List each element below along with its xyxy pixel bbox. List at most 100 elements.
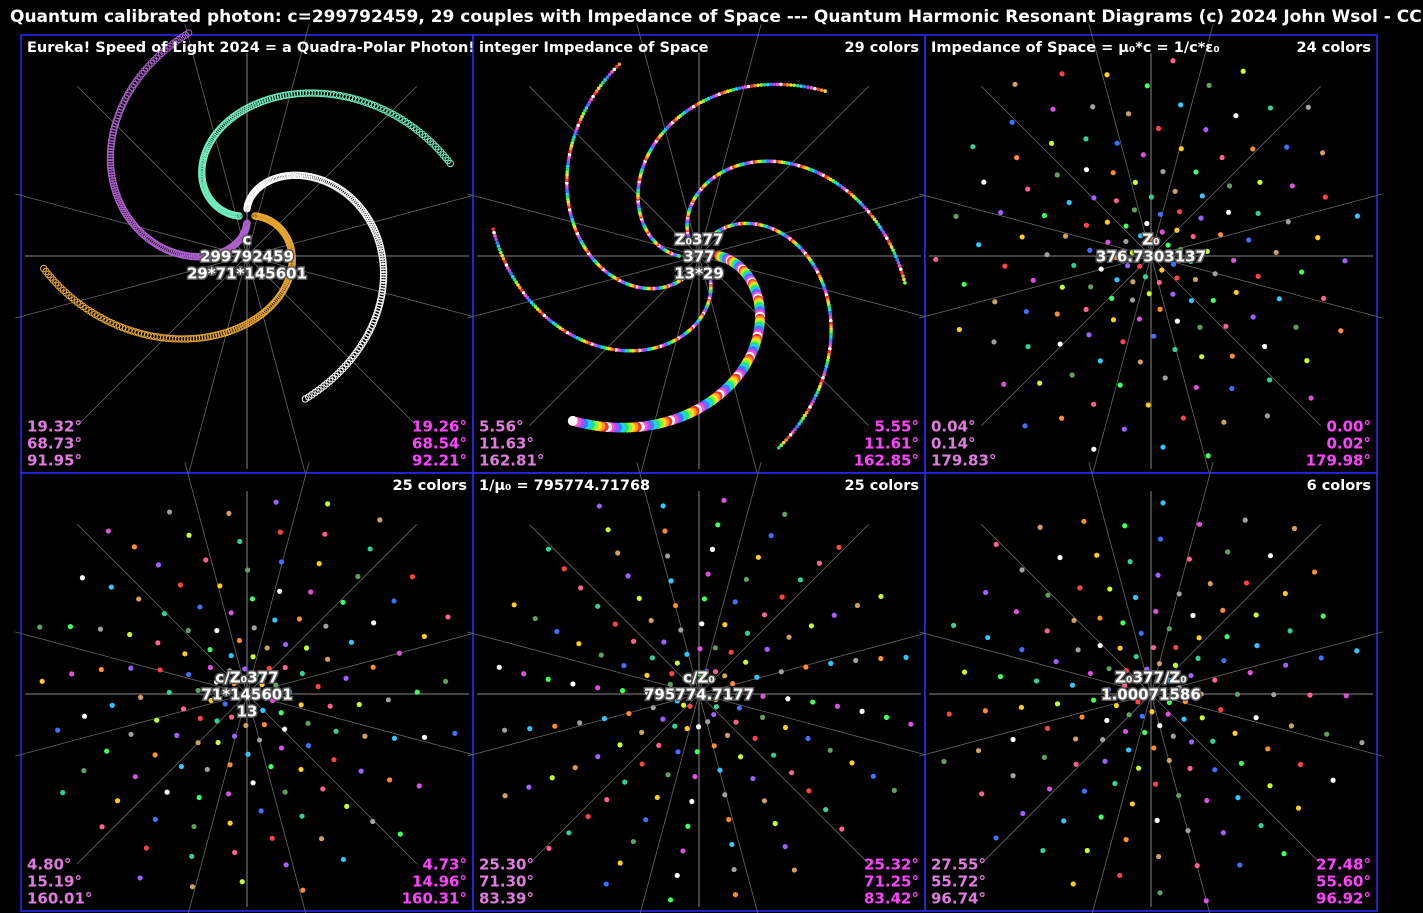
spiral-dot [591,94,595,99]
number-dot [1166,699,1172,706]
number-dot [596,503,602,509]
spiral-dot [107,139,116,148]
number-dot [1120,620,1126,626]
spiral-dot [521,290,526,295]
angle-right: 14.96° [412,873,467,891]
number-dot [1330,777,1336,783]
number-dot [728,649,734,655]
number-dot [55,727,61,733]
number-dot [1144,220,1150,227]
spiral-dot [881,230,886,235]
number-dot [1220,830,1226,836]
number-dot [251,625,257,631]
number-dot [258,808,264,814]
spiral-dot [806,85,810,90]
spiral-dot [567,155,571,160]
number-dot [278,559,285,565]
spiral-dot [106,153,115,162]
number-dot [836,544,842,550]
number-dot [1113,254,1119,261]
number-dot [1125,747,1132,753]
number-dot [197,604,203,610]
panel: integer Impedance of Space 29 colors Z₀377… [467,24,931,488]
spiral-dot [339,365,347,373]
spiral-dot [870,214,875,219]
spiral-dot [106,148,115,156]
number-dot [1166,677,1172,683]
angle-left: 0.04° [931,418,976,436]
number-dot [674,698,680,704]
number-dot [182,651,188,657]
number-dot [672,723,678,729]
number-dot [1138,630,1144,636]
number-dot [1157,722,1163,729]
number-dot [189,884,196,890]
number-dot [1075,647,1081,653]
number-dot [1061,818,1067,824]
spiral-dot [108,131,117,139]
number-dot [1311,569,1318,575]
number-dot [204,766,210,773]
number-dot [636,595,642,601]
number-dot [195,740,201,746]
spiral-dot [567,152,572,157]
number-dot [1281,851,1287,857]
number-dot [161,611,168,617]
number-dot [128,665,134,671]
number-dot [612,621,618,627]
number-dot [1204,797,1210,804]
spiral-dot [379,265,388,273]
number-dot [1106,666,1112,672]
number-dot [1132,594,1139,601]
spiral-dot [607,72,612,77]
number-dot [1199,354,1205,360]
number-dot [1097,358,1103,364]
spiral-dot [829,327,833,331]
spiral-dot [212,331,220,339]
spiral-dot [287,90,296,99]
spiral-dot [772,82,777,87]
spiral-dot [883,233,888,238]
spiral-dot [504,263,509,267]
number-dot [870,773,876,779]
radial-line [15,631,248,695]
number-dot [1144,83,1150,89]
number-dot [1174,227,1180,233]
number-dot [1130,279,1136,285]
radial-line [981,86,1152,257]
radial-line [1091,693,1152,913]
number-dot [953,213,959,220]
number-dot [224,688,230,695]
spiral-dot [829,321,833,326]
radial-line [467,255,700,319]
number-dot [1091,401,1097,407]
spiral-dot [814,393,818,398]
number-dot [1090,104,1096,110]
spiral-dot [189,334,198,343]
number-dot [1156,853,1162,860]
radial-line [77,524,248,695]
center-label: 299792459 [200,248,294,266]
spiral-dot [355,96,363,104]
angle-right: 5.55° [874,418,919,436]
spiral-dot [128,327,136,335]
radial-line [919,631,1152,695]
number-dot [1173,644,1179,651]
number-dot [941,758,947,765]
number-dot [282,789,288,795]
number-dot [1153,608,1159,614]
color-count: 29 colors [845,40,920,56]
number-dot [228,610,234,616]
number-dot [1207,581,1213,587]
spiral-dot [429,140,437,148]
number-dot [1037,380,1043,386]
number-dot [1318,655,1324,661]
radial-line [246,255,417,426]
spiral-dot [230,112,239,120]
spiral-dot [491,227,495,231]
center-label: c/Z₀377 [215,669,278,687]
number-dot [1188,739,1195,745]
number-dot [213,679,220,685]
number-dot [1342,258,1348,264]
color-count: 6 colors [1307,478,1371,494]
